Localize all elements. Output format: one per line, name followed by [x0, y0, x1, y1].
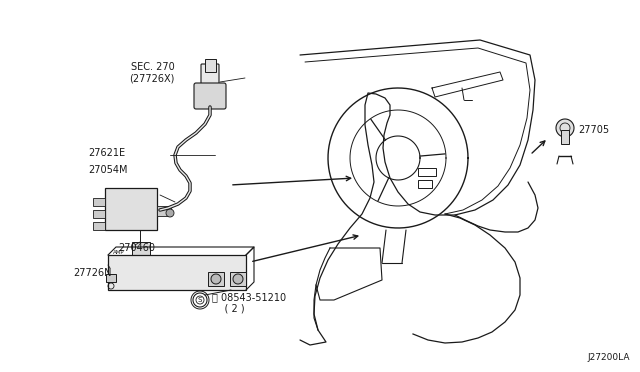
Bar	[93, 222, 105, 230]
FancyBboxPatch shape	[201, 64, 219, 84]
Bar	[93, 210, 105, 218]
Polygon shape	[135, 257, 145, 267]
Bar	[106, 274, 116, 282]
Polygon shape	[556, 119, 574, 137]
Bar	[230, 272, 246, 286]
Bar	[208, 272, 224, 286]
Text: 27621E: 27621E	[88, 148, 125, 158]
Bar	[418, 168, 436, 176]
Text: 27726N: 27726N	[73, 268, 111, 278]
Text: Ⓢ 08543-51210
    ( 2 ): Ⓢ 08543-51210 ( 2 )	[212, 292, 286, 314]
Text: SEC. 270
(27726X): SEC. 270 (27726X)	[130, 62, 175, 84]
FancyBboxPatch shape	[194, 83, 226, 109]
Bar	[108, 255, 246, 290]
Text: J27200LA: J27200LA	[588, 353, 630, 362]
Polygon shape	[233, 274, 243, 284]
FancyBboxPatch shape	[205, 58, 216, 71]
Text: S: S	[198, 297, 202, 303]
Bar	[561, 130, 569, 144]
Polygon shape	[211, 274, 221, 284]
Text: 27705: 27705	[578, 125, 609, 135]
Bar	[418, 180, 432, 188]
Bar	[105, 188, 157, 230]
Polygon shape	[166, 209, 174, 217]
Bar	[157, 206, 171, 216]
Bar	[93, 198, 105, 206]
Text: 270460: 270460	[118, 243, 155, 253]
Bar	[132, 242, 150, 256]
Text: AMP: AMP	[113, 250, 125, 254]
Text: 27054M: 27054M	[88, 165, 127, 175]
